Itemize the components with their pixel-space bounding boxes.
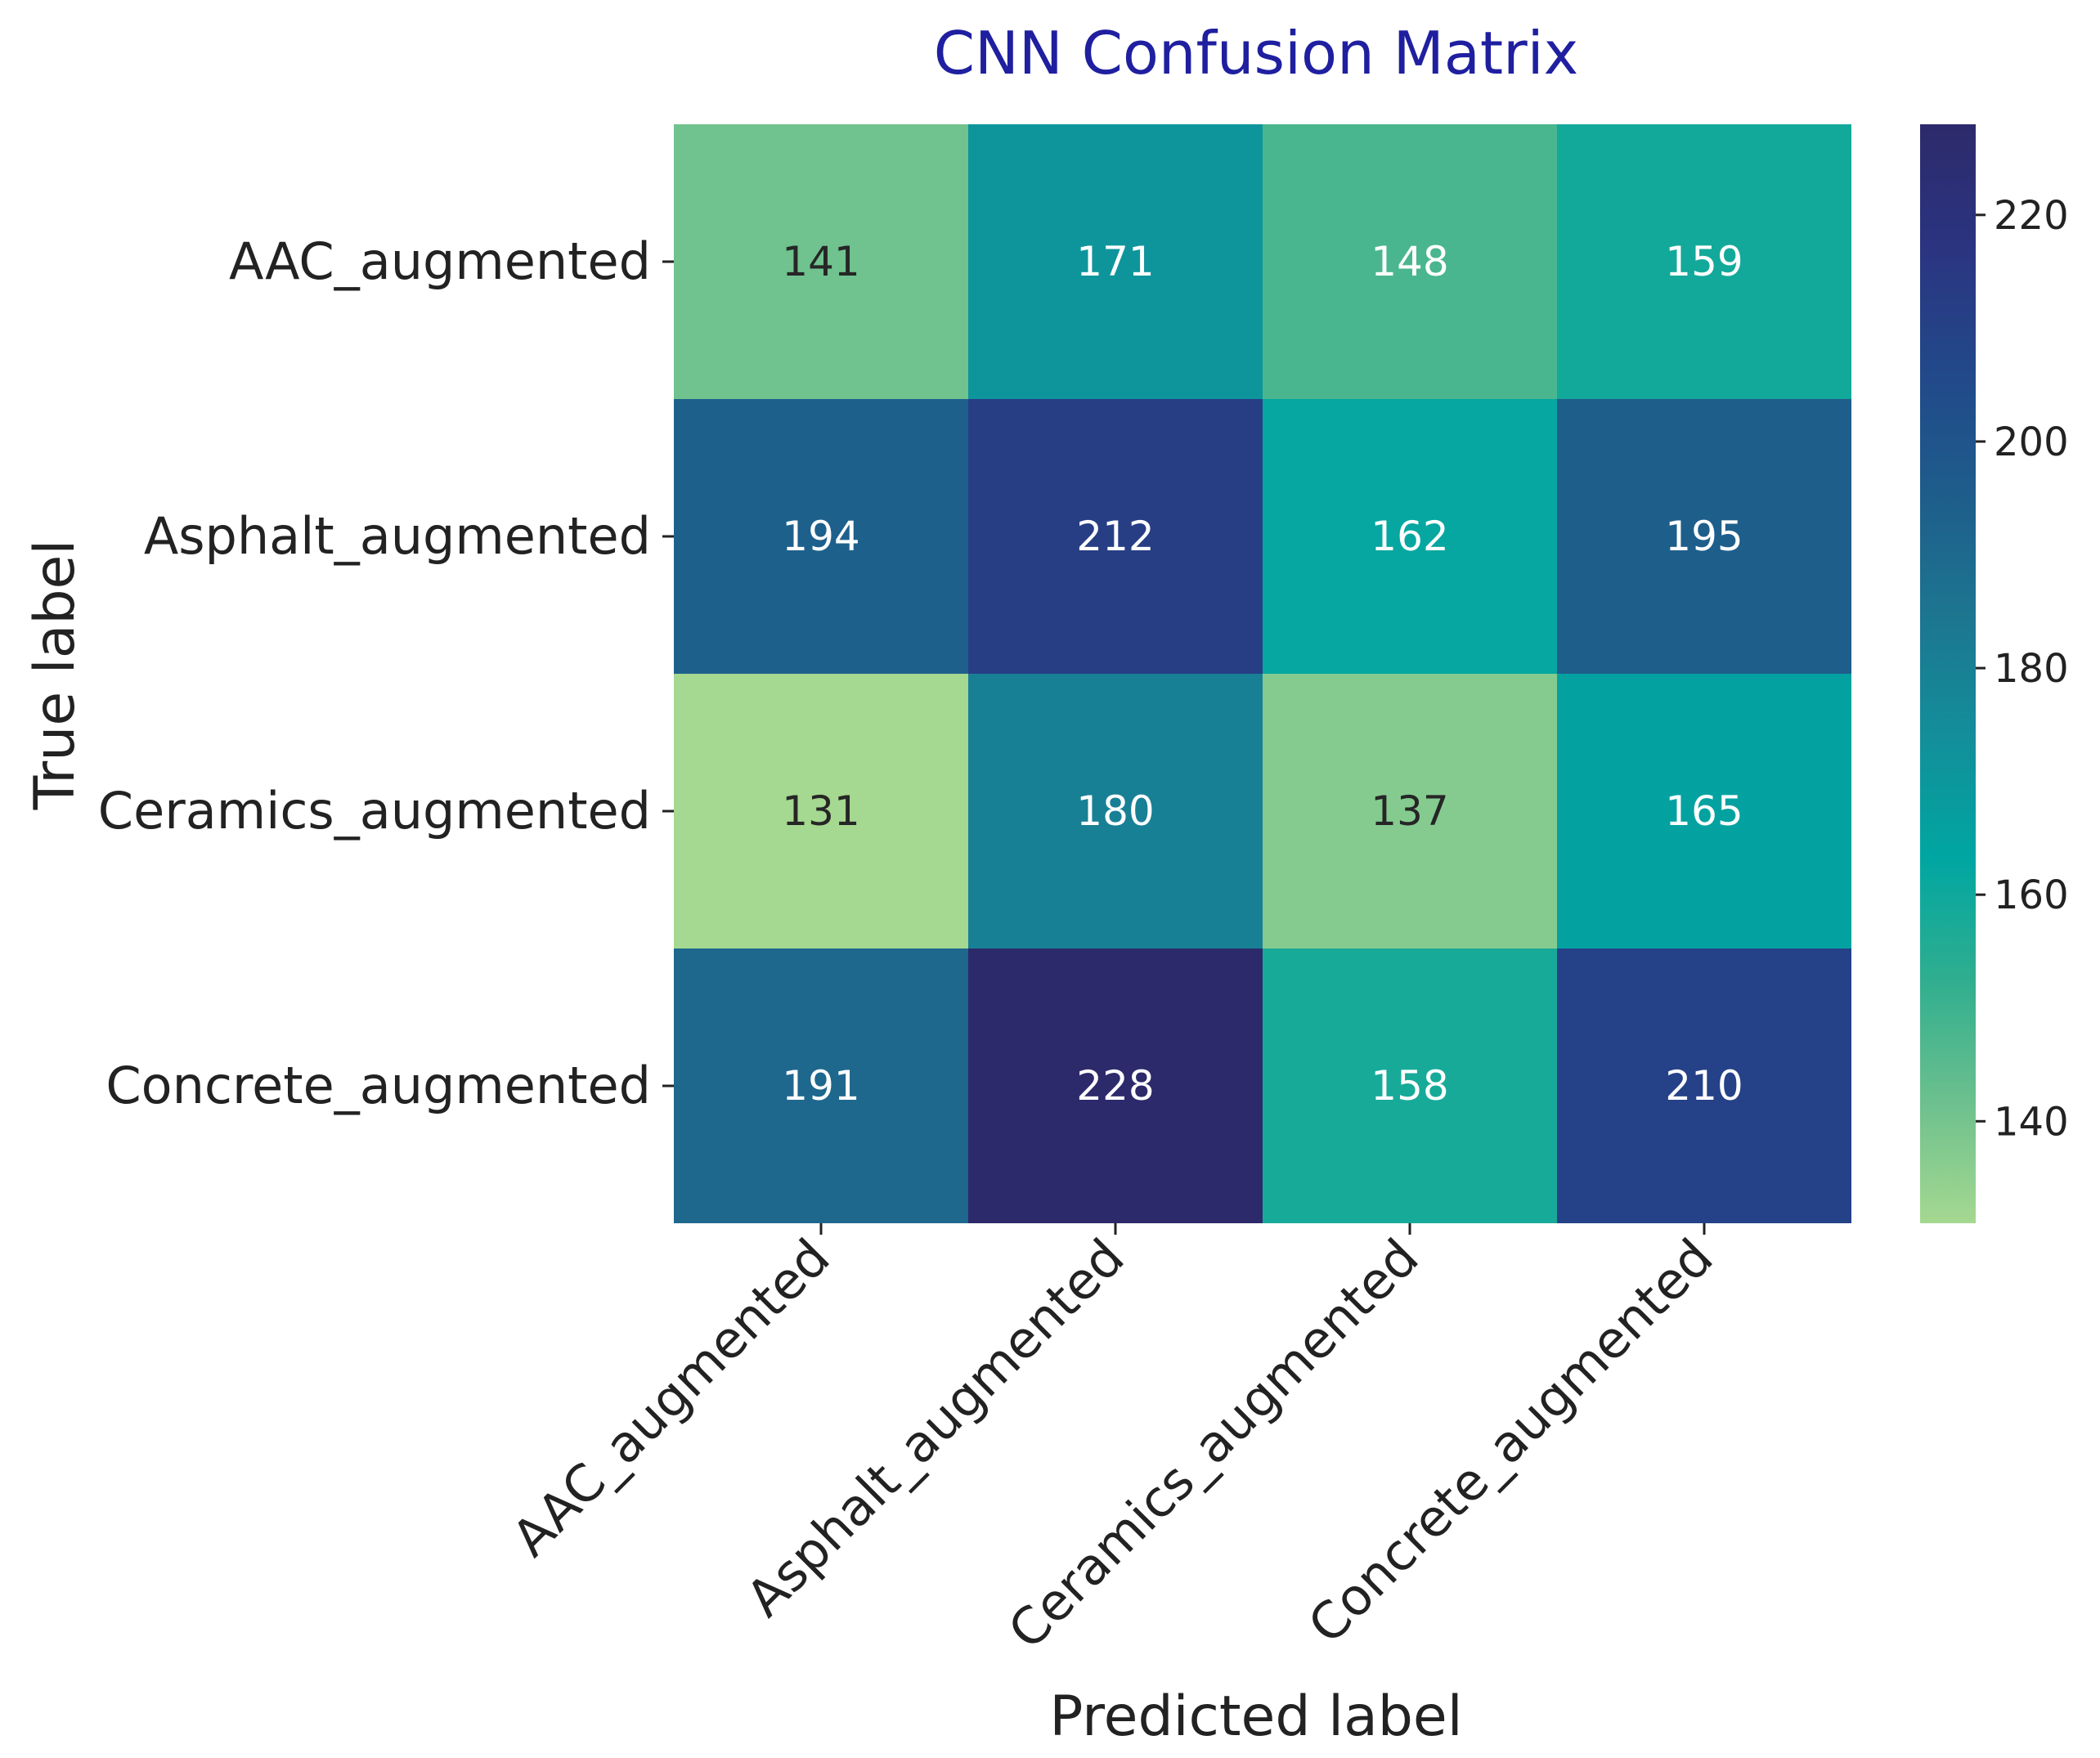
heatmap-cell (1557, 949, 1851, 1223)
y-axis-label: True label (23, 540, 88, 811)
x-axis-ticks: AAC_augmentedAsphalt_augmentedCeramics_a… (500, 1223, 1725, 1661)
cell-value-label: 171 (1076, 238, 1154, 285)
cell-value-label: 137 (1371, 787, 1448, 835)
cell-value-label: 131 (782, 787, 859, 835)
heatmap-cell (674, 399, 968, 674)
colorbar-tick-label: 220 (1994, 193, 2069, 239)
heatmap-cell (674, 949, 968, 1223)
colorbar-tick-label: 140 (1994, 1099, 2069, 1145)
heatmap-cell (674, 674, 968, 949)
y-tick-label: Asphalt_augmented (144, 506, 651, 566)
cell-value-label: 194 (782, 513, 859, 560)
heatmap-cell (968, 674, 1263, 949)
heatmap-cell (1263, 674, 1557, 949)
heatmap-cell (1557, 399, 1851, 674)
cell-value-label: 159 (1665, 238, 1743, 285)
cell-value-label: 212 (1076, 513, 1154, 560)
y-tick-label: AAC_augmented (229, 231, 651, 291)
cell-value-label: 158 (1371, 1062, 1448, 1110)
cell-value-label: 180 (1076, 787, 1154, 835)
cell-value-label: 141 (782, 238, 859, 285)
heatmap-cell-labels: 141 171 148 159 194 212 162 195 131 180 137 165 191 2… (782, 238, 1743, 1110)
x-axis-label: Predicted label (1049, 1684, 1462, 1749)
heatmap-cells (674, 124, 1851, 1223)
colorbar-tick-label: 180 (1994, 646, 2069, 692)
cell-value-label: 148 (1371, 238, 1448, 285)
heatmap-cell (1263, 399, 1557, 674)
y-tick-label: Concrete_augmented (105, 1056, 651, 1115)
heatmap-cell (1557, 674, 1851, 949)
y-tick-label: Ceramics_augmented (98, 781, 651, 841)
cell-value-label: 210 (1665, 1062, 1743, 1110)
cell-value-label: 228 (1076, 1062, 1154, 1110)
y-axis-ticks: AAC_augmented Asphalt_augmented Ceramics_a… (98, 231, 674, 1115)
cell-value-label: 162 (1371, 513, 1448, 560)
heatmap-cell (968, 949, 1263, 1223)
colorbar (1920, 124, 1976, 1223)
heatmap-cell (968, 399, 1263, 674)
chart-title: CNN Confusion Matrix (934, 19, 1579, 87)
cell-value-label: 195 (1665, 513, 1743, 560)
colorbar-tick-label: 200 (1994, 419, 2069, 465)
x-tick-label: AAC_augmented (500, 1227, 841, 1568)
cell-value-label: 165 (1665, 787, 1743, 835)
cell-value-label: 191 (782, 1062, 859, 1110)
heatmap-cell (968, 124, 1263, 399)
colorbar-tick-label: 160 (1994, 872, 2069, 918)
heatmap-cell (1263, 124, 1557, 399)
colorbar-ticks: 140 160 180 200 220 (1976, 193, 2069, 1145)
heatmap-cell (1263, 949, 1557, 1223)
heatmap-cell (674, 124, 968, 399)
heatmap-cell (1557, 124, 1851, 399)
